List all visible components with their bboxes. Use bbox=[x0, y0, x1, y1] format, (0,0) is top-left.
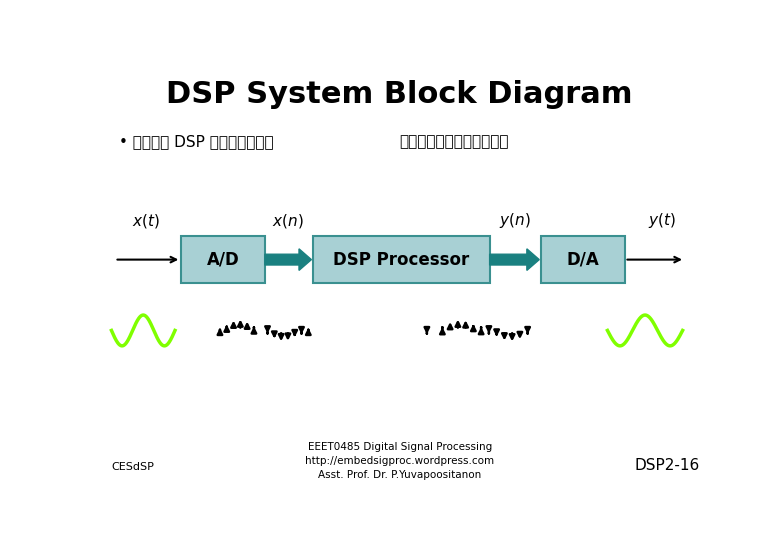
Text: DSP Processor: DSP Processor bbox=[333, 251, 470, 268]
Text: EEET0485 Digital Signal Processing
http://embedsigproc.wordpress.com
Asst. Prof.: EEET0485 Digital Signal Processing http:… bbox=[305, 442, 495, 481]
Text: A/D: A/D bbox=[207, 251, 239, 268]
Text: D/A: D/A bbox=[566, 251, 599, 268]
Bar bbox=[181, 236, 265, 284]
Text: • ระบบ DSP ทงายทสด: • ระบบ DSP ทงายทสด bbox=[119, 134, 274, 149]
Bar bbox=[541, 236, 625, 284]
Text: $x(n)$: $x(n)$ bbox=[271, 212, 303, 230]
Text: $y(t)$: $y(t)$ bbox=[647, 211, 675, 229]
Text: DSP System Block Diagram: DSP System Block Diagram bbox=[166, 79, 633, 109]
Bar bbox=[313, 236, 490, 284]
Text: DSP2-16: DSP2-16 bbox=[634, 458, 700, 472]
FancyArrow shape bbox=[490, 249, 539, 271]
FancyArrow shape bbox=[265, 249, 311, 271]
Text: $y(n)$: $y(n)$ bbox=[498, 211, 530, 229]
Text: CESdSP: CESdSP bbox=[112, 462, 154, 472]
Text: แสดงดงขางลาง: แสดงดงขางลาง bbox=[399, 134, 509, 149]
Text: $x(t)$: $x(t)$ bbox=[132, 212, 160, 230]
